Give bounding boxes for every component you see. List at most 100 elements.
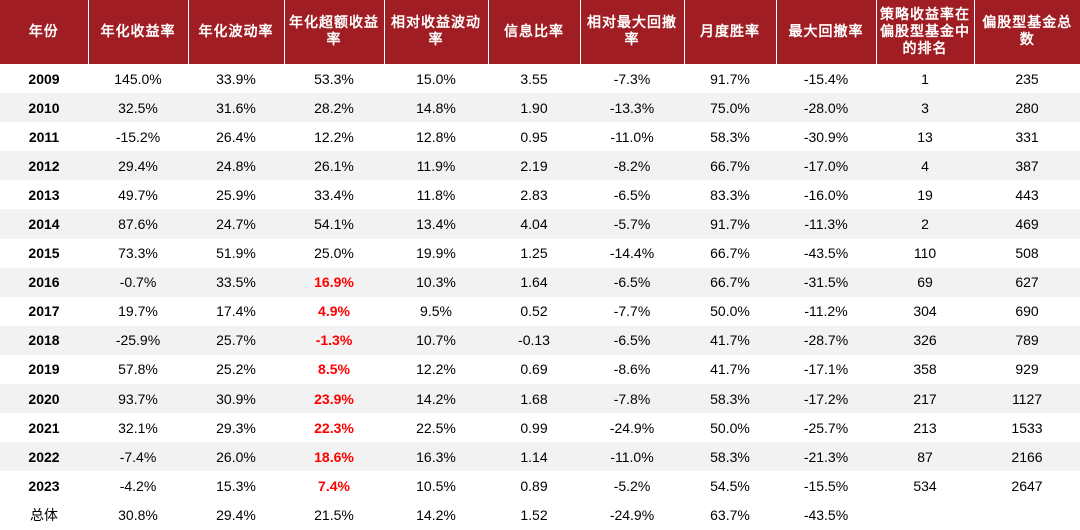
cell-max-drawdown: -28.7% [776, 325, 876, 355]
cell-annual-return: -4.2% [88, 471, 188, 501]
cell-monthly-win-rate: 41.7% [684, 325, 776, 355]
cell-fund-count: 627 [974, 267, 1080, 297]
cell-year: 2021 [0, 413, 88, 443]
cell-annual-excess-return: 16.9% [284, 267, 384, 297]
cell-strategy-rank: 19 [876, 180, 974, 210]
cell-information-ratio: 1.52 [488, 500, 580, 530]
cell-monthly-win-rate: 41.7% [684, 354, 776, 385]
cell-year: 2019 [0, 354, 88, 385]
cell-annual-volatility: 26.4% [188, 122, 284, 152]
cell-annual-return: 19.7% [88, 296, 188, 326]
cell-max-drawdown: -31.5% [776, 267, 876, 297]
cell-information-ratio: 3.55 [488, 64, 580, 94]
cell-relative-max-drawdown: -14.4% [580, 238, 684, 268]
cell-information-ratio: 1.14 [488, 442, 580, 472]
header-monthly-win-rate: 月度胜率 [683, 0, 776, 64]
cell-information-ratio: 1.68 [488, 384, 580, 414]
cell-annual-excess-return: 21.5% [284, 500, 384, 530]
cell-relative-volatility: 13.4% [384, 209, 488, 239]
cell-strategy-rank [876, 500, 974, 530]
cell-annual-return: 145.0% [88, 64, 188, 94]
cell-annual-return: 49.7% [88, 180, 188, 210]
cell-fund-count: 789 [974, 325, 1080, 355]
cell-fund-count: 2166 [974, 442, 1080, 472]
cell-annual-volatility: 25.7% [188, 325, 284, 355]
cell-annual-volatility: 25.9% [188, 180, 284, 210]
cell-relative-volatility: 9.5% [384, 296, 488, 326]
header-max-drawdown: 最大回撤率 [775, 0, 876, 64]
cell-max-drawdown: -28.0% [776, 93, 876, 123]
header-row: 年份 年化收益率 年化波动率 年化超额收益率 相对收益波动率 信息比率 相对最大… [0, 0, 1080, 64]
cell-relative-max-drawdown: -8.6% [580, 354, 684, 385]
cell-year: 2022 [0, 442, 88, 472]
table-row: 2023 -4.2% 15.3% 7.4% 10.5% 0.89 -5.2% 54.5% -15… [0, 471, 1080, 501]
cell-year: 2011 [0, 122, 88, 152]
cell-max-drawdown: -21.3% [776, 442, 876, 472]
cell-relative-volatility: 14.8% [384, 93, 488, 123]
header-year: 年份 [0, 0, 88, 64]
cell-monthly-win-rate: 66.7% [684, 151, 776, 181]
cell-fund-count: 690 [974, 296, 1080, 326]
cell-annual-excess-return: -1.3% [284, 325, 384, 355]
cell-strategy-rank: 13 [876, 122, 974, 152]
cell-relative-max-drawdown: -24.9% [580, 500, 684, 530]
cell-fund-count: 508 [974, 238, 1080, 268]
cell-relative-volatility: 16.3% [384, 442, 488, 472]
cell-information-ratio: 1.90 [488, 93, 580, 123]
cell-strategy-rank: 534 [876, 471, 974, 501]
cell-annual-return: -0.7% [88, 267, 188, 297]
cell-relative-volatility: 12.2% [384, 354, 488, 385]
cell-annual-return: 32.5% [88, 93, 188, 123]
cell-relative-max-drawdown: -6.5% [580, 180, 684, 210]
table-row: 2020 93.7% 30.9% 23.9% 14.2% 1.68 -7.8% 58.3% -1… [0, 384, 1080, 414]
cell-fund-count: 1127 [974, 384, 1080, 414]
cell-annual-excess-return: 22.3% [284, 413, 384, 443]
cell-information-ratio: 0.69 [488, 354, 580, 385]
cell-information-ratio: 0.95 [488, 122, 580, 152]
cell-relative-max-drawdown: -24.9% [580, 413, 684, 443]
cell-monthly-win-rate: 58.3% [684, 122, 776, 152]
cell-annual-volatility: 33.5% [188, 267, 284, 297]
header-relative-volatility: 相对收益波动率 [383, 0, 488, 64]
cell-relative-volatility: 10.7% [384, 325, 488, 355]
cell-strategy-rank: 217 [876, 384, 974, 414]
cell-relative-volatility: 14.2% [384, 384, 488, 414]
cell-annual-excess-return: 7.4% [284, 471, 384, 501]
cell-monthly-win-rate: 50.0% [684, 296, 776, 326]
cell-max-drawdown: -17.1% [776, 354, 876, 385]
cell-annual-volatility: 29.4% [188, 500, 284, 530]
total-row: 总体 30.8% 29.4% 21.5% 14.2% 1.52 -24.9% 63.7% -43… [0, 500, 1080, 530]
cell-annual-volatility: 26.0% [188, 442, 284, 472]
table-body: 2009 145.0% 33.9% 53.3% 15.0% 3.55 -7.3% 91.7% -… [0, 64, 1080, 530]
cell-monthly-win-rate: 50.0% [684, 413, 776, 443]
cell-annual-return: -15.2% [88, 122, 188, 152]
header-relative-max-drawdown: 相对最大回撤率 [579, 0, 684, 64]
cell-fund-count: 280 [974, 93, 1080, 123]
cell-annual-return: 87.6% [88, 209, 188, 239]
cell-max-drawdown: -25.7% [776, 413, 876, 443]
cell-annual-excess-return: 53.3% [284, 64, 384, 94]
cell-year: 2015 [0, 238, 88, 268]
header-strategy-rank: 策略收益率在偏股型基金中的排名 [875, 0, 974, 64]
cell-relative-volatility: 22.5% [384, 413, 488, 443]
cell-annual-excess-return: 23.9% [284, 384, 384, 414]
cell-relative-max-drawdown: -7.3% [580, 64, 684, 94]
cell-fund-count: 443 [974, 180, 1080, 210]
cell-strategy-rank: 213 [876, 413, 974, 443]
cell-relative-max-drawdown: -13.3% [580, 93, 684, 123]
cell-strategy-rank: 1 [876, 64, 974, 94]
cell-relative-max-drawdown: -6.5% [580, 325, 684, 355]
cell-information-ratio: 0.52 [488, 296, 580, 326]
table-row: 2010 32.5% 31.6% 28.2% 14.8% 1.90 -13.3% 75.0% -… [0, 93, 1080, 123]
cell-annual-return: 29.4% [88, 151, 188, 181]
cell-annual-volatility: 24.7% [188, 209, 284, 239]
cell-annual-volatility: 31.6% [188, 93, 284, 123]
cell-max-drawdown: -17.2% [776, 384, 876, 414]
cell-monthly-win-rate: 58.3% [684, 442, 776, 472]
cell-annual-excess-return: 33.4% [284, 180, 384, 210]
header-annual-excess-return: 年化超额收益率 [283, 0, 384, 64]
cell-max-drawdown: -16.0% [776, 180, 876, 210]
cell-information-ratio: 2.19 [488, 151, 580, 181]
cell-strategy-rank: 304 [876, 296, 974, 326]
